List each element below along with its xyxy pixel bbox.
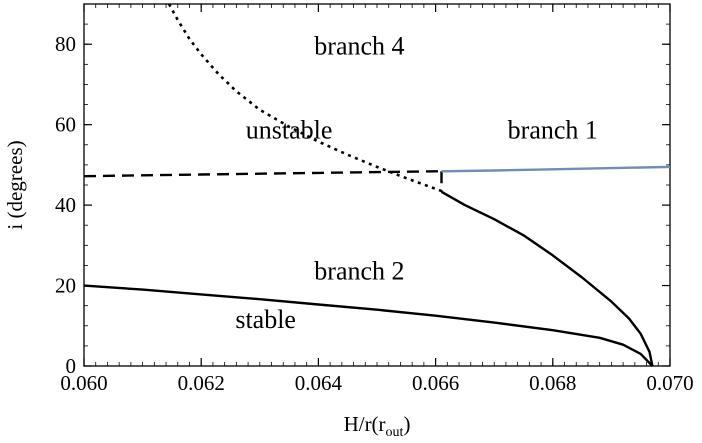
series-line-5	[440, 190, 654, 367]
x-tick-label: 0.066	[412, 371, 459, 395]
x-tick-label: 0.062	[178, 371, 225, 395]
x-tick-label: 0.070	[646, 371, 693, 395]
series-line-6	[83, 284, 654, 367]
y-tick-label: 60	[55, 113, 76, 137]
y-tick-label: 20	[55, 274, 76, 298]
y-axis-title: i (degrees)	[3, 140, 27, 229]
annotation-label: stable	[235, 305, 296, 334]
x-axis-title-subscript: out	[386, 425, 404, 440]
y-tick-label: 0	[66, 354, 77, 378]
x-tick-label: 0.064	[295, 371, 343, 395]
annotation-label: unstable	[246, 116, 333, 145]
series-line-1	[83, 170, 442, 178]
y-tick-label: 40	[55, 193, 76, 217]
series-line-3	[167, 3, 442, 193]
x-tick-label: 0.068	[529, 371, 576, 395]
annotation-label: branch 2	[314, 257, 404, 286]
series-line-4	[441, 165, 671, 173]
x-tick-label: 0.060	[60, 371, 107, 395]
x-axis-title-main: H/r(r	[344, 412, 386, 436]
x-axis-title: H/r(rout)	[344, 412, 411, 440]
annotation-label: branch 4	[314, 31, 404, 60]
y-tick-label: 80	[55, 32, 76, 56]
x-axis-title-close: )	[403, 412, 410, 436]
annotations-layer: branch 4 unstable branch 1 branch 2 stable	[235, 31, 598, 334]
annotation-label: branch 1	[508, 116, 598, 145]
ticks-layer: 0.060 0.062 0.064 0.066 0.068 0.070 0 20 40 60 80	[55, 3, 694, 395]
series-layer	[83, 3, 671, 367]
